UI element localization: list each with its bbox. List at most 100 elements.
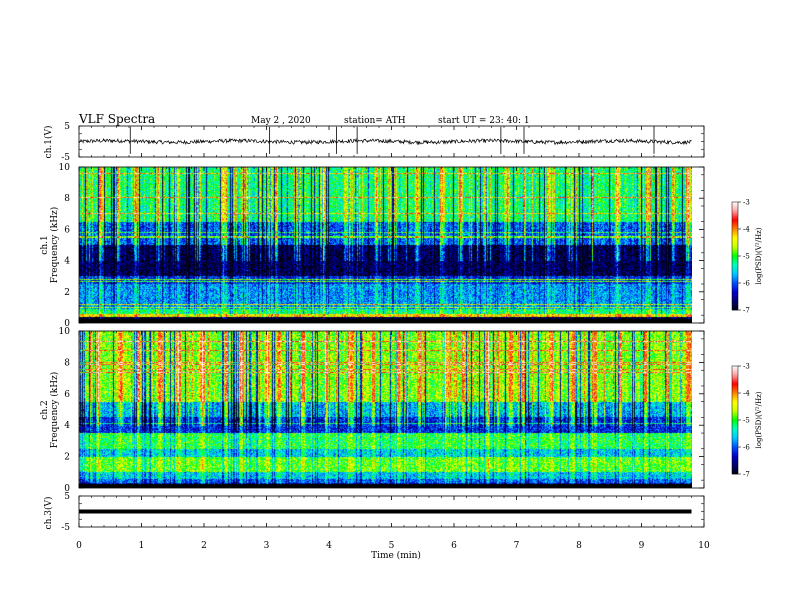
ch2-colorbar-swatch <box>732 373 738 376</box>
ch1-colorbar-swatch <box>732 247 738 250</box>
ch1-colorbar-tick-label: -4 <box>743 226 750 234</box>
ch1-colorbar-swatch <box>732 254 738 257</box>
ch1-colorbar-swatch <box>732 290 738 293</box>
ch3-waveform-ytick-bottom: -5 <box>61 523 70 533</box>
time-tick-label: 5 <box>389 541 395 551</box>
ch1-colorbar-swatch <box>732 216 738 219</box>
ch2-colorbar-swatch <box>732 423 738 426</box>
ch2-colorbar-swatch <box>732 411 738 414</box>
station-name: station= ATH <box>344 116 406 126</box>
ch1-colorbar-swatch <box>732 243 738 246</box>
ch1-colorbar-label: log(PSD)(V²/Hz) <box>755 227 763 284</box>
ch2-colorbar-swatch <box>732 414 738 417</box>
ch1-colorbar-swatch <box>732 221 738 224</box>
start-time-ut: start UT = 23: 40: 1 <box>438 116 530 126</box>
ch1-colorbar-swatch <box>732 230 738 233</box>
ch1-colorbar-swatch <box>732 297 738 300</box>
panel-ch1-spectrogram: ch.1 Frequency (kHz) 0 2 4 6 8 10 -3 -4 -5 -6 -7 l… <box>40 163 763 329</box>
ch1-spectrogram-ytick-label: 6 <box>64 225 70 235</box>
ch1-spectrogram-heatmap <box>79 167 692 323</box>
ch2-colorbar-swatch <box>732 432 738 435</box>
ch2-colorbar: -3 -4 -5 -6 -7 log(PSD)(V²/Hz) <box>731 363 763 479</box>
ch2-colorbar-tick-label: -6 <box>743 444 750 452</box>
ch1-waveform-trace <box>78 125 704 158</box>
ch1-colorbar-swatch <box>732 232 738 235</box>
ch2-colorbar-swatch <box>732 450 738 453</box>
time-tick-label: 10 <box>698 541 710 551</box>
ch1-colorbar-swatch <box>732 259 738 262</box>
ch3-waveform-ytick-top: 5 <box>64 492 70 502</box>
ch1-colorbar-swatch <box>732 229 738 232</box>
ch2-colorbar-swatch <box>732 421 738 424</box>
ch1-colorbar-swatch <box>732 238 738 241</box>
ch2-spectrogram-ytick-label: 2 <box>64 453 70 463</box>
ch1-colorbar-swatch <box>732 292 738 295</box>
ch1-spectrogram-ytick-label: 0 <box>64 319 70 329</box>
ch2-colorbar-swatch <box>732 465 738 468</box>
ch1-spectrogram-ytick-label: 4 <box>64 257 70 267</box>
ch1-colorbar-swatch <box>732 256 738 259</box>
ch1-colorbar-swatch <box>732 270 738 273</box>
time-axis-label: Time (min) <box>371 550 421 561</box>
ch2-spectrogram-ytick-label: 0 <box>64 484 70 494</box>
ch1-colorbar-swatch <box>732 268 738 271</box>
figure-title: VLF Spectra <box>78 112 155 126</box>
ch2-colorbar-swatch <box>732 457 738 460</box>
ch1-colorbar-swatch <box>732 207 738 210</box>
ch1-spectrogram-ytick-label: 8 <box>64 194 70 204</box>
ch2-colorbar-tick-label: -3 <box>743 363 750 371</box>
ch2-colorbar-swatch <box>732 366 738 369</box>
ch2-colorbar-tick-label: -7 <box>743 471 750 479</box>
ch1-colorbar-swatch <box>732 261 738 264</box>
ch2-colorbar-swatch <box>732 430 738 433</box>
ch1-colorbar-swatch <box>732 265 738 268</box>
ch2-colorbar-swatch <box>732 384 738 387</box>
ch2-colorbar-swatch <box>732 470 738 473</box>
time-tick-label: 3 <box>264 541 270 551</box>
ch1-colorbar: -3 -4 -5 -6 -7 log(PSD)(V²/Hz) <box>731 199 763 315</box>
ch1-colorbar-swatch <box>732 214 738 217</box>
ch2-colorbar-swatch <box>732 436 738 439</box>
ch1-colorbar-swatch <box>732 288 738 291</box>
panel-ch1-waveform: ch.1(V) 5 -5 <box>43 122 705 163</box>
ch1-colorbar-swatch <box>732 286 738 289</box>
ch1-colorbar-swatch <box>732 295 738 298</box>
ch3-waveform-ylabel: ch.3(V) <box>43 497 54 530</box>
ch2-spectrogram-ytick-label: 10 <box>59 327 71 337</box>
ch1-colorbar-swatch <box>732 263 738 266</box>
ch1-colorbar-swatch <box>732 306 738 309</box>
ch1-colorbar-tick-label: -5 <box>743 253 750 261</box>
ch1-spectrogram-ylabel-channel: ch.1 <box>40 235 50 254</box>
ch1-colorbar-swatch <box>732 211 738 214</box>
ch1-waveform-line <box>78 137 692 146</box>
ch2-colorbar-swatch <box>732 429 738 432</box>
ch1-colorbar-swatch <box>732 281 738 284</box>
ch2-colorbar-swatch <box>732 367 738 370</box>
ch1-spectrogram-ytick-label: 10 <box>59 163 71 173</box>
ch2-colorbar-label: log(PSD)(V²/Hz) <box>755 391 763 448</box>
ch1-colorbar-swatch <box>732 284 738 287</box>
ch1-colorbar-swatch <box>732 205 738 208</box>
ch1-waveform-ytick-bottom: -5 <box>61 153 70 163</box>
ch2-spectrogram-ytick-label: 4 <box>64 421 70 431</box>
ch2-colorbar-swatch <box>732 447 738 450</box>
ch2-colorbar-swatch <box>732 454 738 457</box>
ch2-spectrogram-ylabel-channel: ch.2 <box>40 400 50 419</box>
ch2-colorbar-swatch <box>732 441 738 444</box>
time-tick-label: 7 <box>514 541 520 551</box>
ch1-colorbar-swatch <box>732 225 738 228</box>
ch1-colorbar-swatch <box>732 301 738 304</box>
ch1-colorbar-swatch <box>732 299 738 302</box>
ch1-colorbar-swatch <box>732 257 738 260</box>
ch1-colorbar-swatch <box>732 236 738 239</box>
ch2-colorbar-swatch <box>732 393 738 396</box>
ch3-waveform-trace <box>79 495 704 528</box>
ch1-colorbar-tick-label: -7 <box>743 307 750 315</box>
ch1-waveform-ylabel: ch.1(V) <box>43 126 54 159</box>
ch2-colorbar-swatch <box>732 376 738 379</box>
ch2-spectrogram-ytick-label: 8 <box>64 358 70 368</box>
ch2-colorbar-swatch <box>732 387 738 390</box>
ch2-colorbar-swatch <box>732 461 738 464</box>
ch2-spectrogram-ylabel-frequency: Frequency (kHz) <box>49 372 60 449</box>
time-tick-label: 1 <box>139 541 145 551</box>
